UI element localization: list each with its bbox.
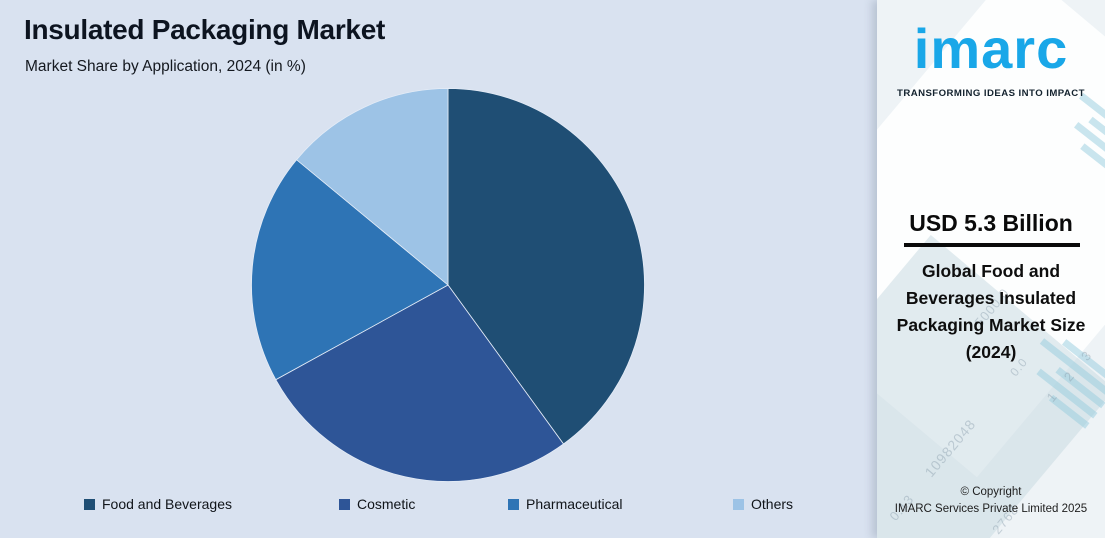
imarc-logo: imarc (913, 17, 1069, 80)
legend-swatch-icon (733, 498, 744, 510)
chart-subtitle: Market Share by Application, 2024 (in %) (25, 58, 306, 75)
market-size-label: Global Food and Beverages Insulated Pack… (896, 261, 1086, 362)
pie-slice-pharmaceutical (251, 159, 449, 381)
legend-item-food-and-beverages: Food and Beverages (84, 496, 232, 512)
pie-slice-food-and-beverages (447, 88, 645, 445)
copyright: © Copyright IMARC Services Private Limit… (877, 484, 1105, 518)
legend-label: Cosmetic (357, 496, 416, 512)
pie-slice-others (296, 88, 449, 286)
legend-swatch-icon (339, 498, 350, 510)
legend-swatch-icon (84, 498, 95, 510)
brand-panel: 10982048 0.13 2768 0.0 5000.0 1 2 3 imarc TRA… (877, 0, 1105, 538)
legend-label: Others (751, 496, 794, 512)
legend-item-cosmetic: Cosmetic (339, 496, 415, 512)
copyright-line1: © Copyright (960, 486, 1022, 498)
chart-area: Insulated Packaging Market Market Share … (0, 14, 877, 522)
page-title: Insulated Packaging Market (24, 14, 385, 45)
market-size-value: USD 5.3 Billion (909, 210, 1073, 236)
pie-chart (251, 88, 645, 482)
legend-label: Pharmaceutical (526, 496, 623, 512)
legend-item-others: Others (733, 496, 793, 512)
watermark-number: 10982048 (921, 415, 979, 481)
pie-chart-container (251, 88, 645, 482)
imarc-tagline: TRANSFORMING IDEAS INTO IMPACT (897, 88, 1085, 99)
legend-swatch-icon (508, 498, 519, 510)
copyright-line2: IMARC Services Private Limited 2025 (894, 503, 1088, 515)
legend-label: Food and Beverages (102, 496, 232, 512)
chart-legend: Food and Beverages Cosmetic Pharmaceutical… (0, 496, 877, 522)
pie-slice-cosmetic (275, 284, 565, 482)
divider (904, 243, 1080, 247)
legend-item-pharmaceutical: Pharmaceutical (508, 496, 623, 512)
